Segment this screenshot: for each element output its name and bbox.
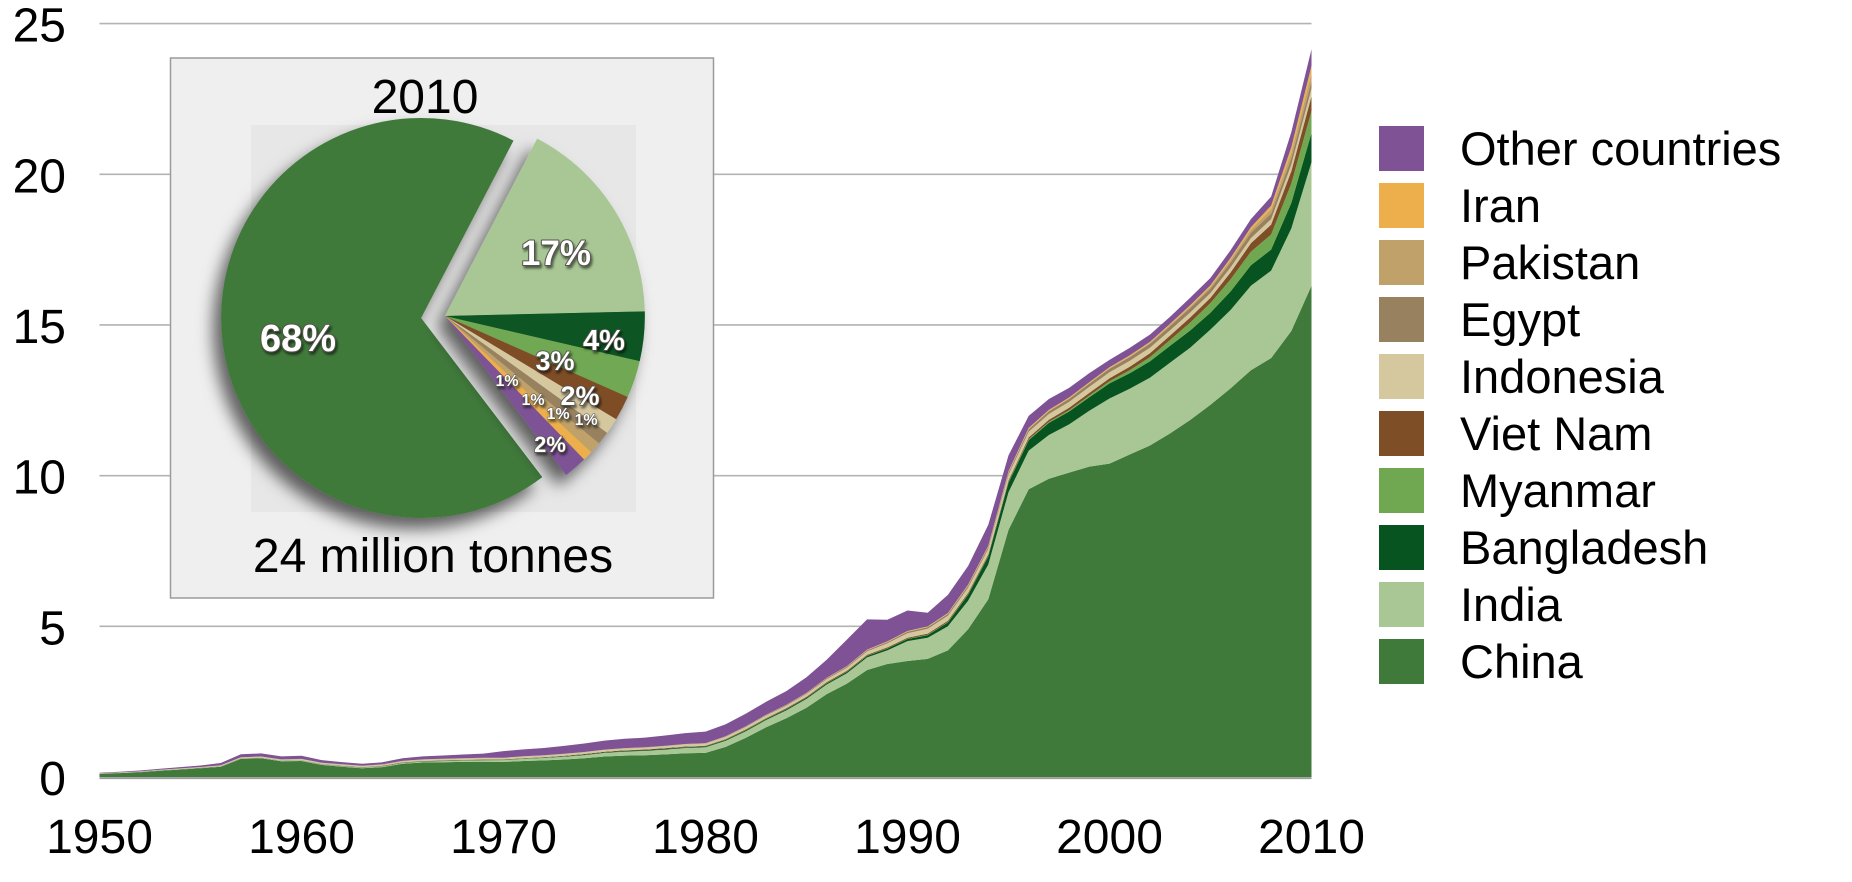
x-tick-label-1960: 1960 [248, 811, 355, 864]
legend-item-viet-nam: Viet Nam [1379, 407, 1652, 460]
pie-label-other-countries: 2% [534, 432, 566, 457]
legend-label-indonesia: Indonesia [1460, 350, 1665, 403]
pie-label-india: 17% [521, 234, 591, 273]
x-tick-label-1990: 1990 [854, 811, 961, 864]
legend-item-indonesia: Indonesia [1379, 350, 1665, 403]
y-tick-label-5: 5 [39, 602, 66, 655]
pie-slice-iran [444, 316, 592, 460]
x-tick-label-1970: 1970 [450, 811, 557, 864]
y-tick-label-20: 20 [13, 150, 66, 203]
area-series [99, 49, 1312, 777]
legend-label-iran: Iran [1460, 179, 1541, 232]
y-tick-label-10: 10 [13, 452, 66, 505]
pie-label-iran: 1% [574, 412, 597, 429]
legend-item-iran: Iran [1379, 179, 1541, 232]
legend-label-egypt: Egypt [1460, 293, 1580, 346]
pie-slice-india [444, 138, 645, 316]
legend-item-bangladesh: Bangladesh [1379, 521, 1708, 574]
pie-label-egypt: 1% [521, 392, 544, 409]
pie-slice-viet-nam [444, 316, 628, 420]
pie-slice-other-countries [444, 316, 585, 476]
pie-label-bangladesh: 4% [583, 325, 625, 357]
pie-label-viet-nam: 2% [560, 381, 599, 411]
legend-swatch-pakistan [1379, 240, 1424, 285]
legend: Other countriesIranPakistanEgyptIndonesi… [1379, 122, 1781, 688]
inset-pie-panel: 2010 17%4%3%2%1%1%1% 1%2%68% 24 million t… [169, 57, 715, 599]
pie-slice-indonesia [444, 316, 617, 433]
y-axis-tick-labels: 0 5 10 15 20 25 [13, 0, 66, 806]
legend-swatch-indonesia [1379, 354, 1424, 399]
inset-caption: 24 million tonnes [253, 530, 613, 583]
legend-swatch-myanmar [1379, 468, 1424, 513]
pie-percentage-labels: 17%4%3%2%1%1%1% 1%2%68% [259, 233, 626, 458]
pie-group-minor-slices [444, 138, 645, 476]
legend-swatch-bangladesh [1379, 525, 1424, 570]
legend-item-other-countries: Other countries [1379, 122, 1781, 175]
legend-swatch-iran [1379, 183, 1424, 228]
pie-label-myanmar: 3% [535, 346, 574, 376]
legend-item-egypt: Egypt [1379, 293, 1580, 346]
legend-item-pakistan: Pakistan [1379, 236, 1640, 289]
pie-slice-myanmar [444, 316, 640, 397]
pie-slice-china [221, 117, 543, 518]
legend-label-viet-nam: Viet Nam [1460, 407, 1652, 460]
y-tick-label-0: 0 [39, 753, 66, 806]
legend-swatch-china [1379, 639, 1424, 684]
y-tick-label-25: 25 [13, 0, 66, 53]
legend-item-india: India [1379, 578, 1563, 631]
pie-chart [221, 117, 645, 518]
legend-swatch-other-countries [1379, 126, 1424, 171]
inset-title: 2010 [372, 71, 479, 124]
x-tick-label-1950: 1950 [46, 811, 153, 864]
area-china [99, 285, 1312, 777]
legend-swatch-egypt [1379, 297, 1424, 342]
pie-label-china: 68% [260, 318, 336, 360]
legend-swatch-india [1379, 582, 1424, 627]
legend-label-bangladesh: Bangladesh [1460, 521, 1708, 574]
y-tick-label-15: 15 [13, 301, 66, 354]
legend-item-china: China [1379, 635, 1584, 688]
pie-slice-pakistan [444, 316, 599, 453]
legend-label-other-countries: Other countries [1460, 122, 1781, 175]
pie-label-indonesia: 1% [495, 373, 518, 390]
legend-item-myanmar: Myanmar [1379, 464, 1656, 517]
legend-label-india: India [1460, 578, 1563, 631]
pie-slice-egypt [444, 316, 608, 444]
legend-swatch-viet-nam [1379, 411, 1424, 456]
x-axis-tick-labels: 1950 1960 1970 1980 1990 2000 2010 [46, 811, 1365, 864]
x-tick-label-1980: 1980 [652, 811, 759, 864]
pie-label-pakistan: 1% [546, 406, 569, 423]
area-india [99, 162, 1312, 774]
x-tick-label-2010: 2010 [1258, 811, 1365, 864]
legend-label-pakistan: Pakistan [1460, 236, 1640, 289]
pie-slice-bangladesh [444, 311, 645, 362]
pie-group-china-slice [221, 117, 543, 518]
legend-label-myanmar: Myanmar [1460, 464, 1656, 517]
legend-label-china: China [1460, 635, 1584, 688]
x-tick-label-2000: 2000 [1056, 811, 1163, 864]
